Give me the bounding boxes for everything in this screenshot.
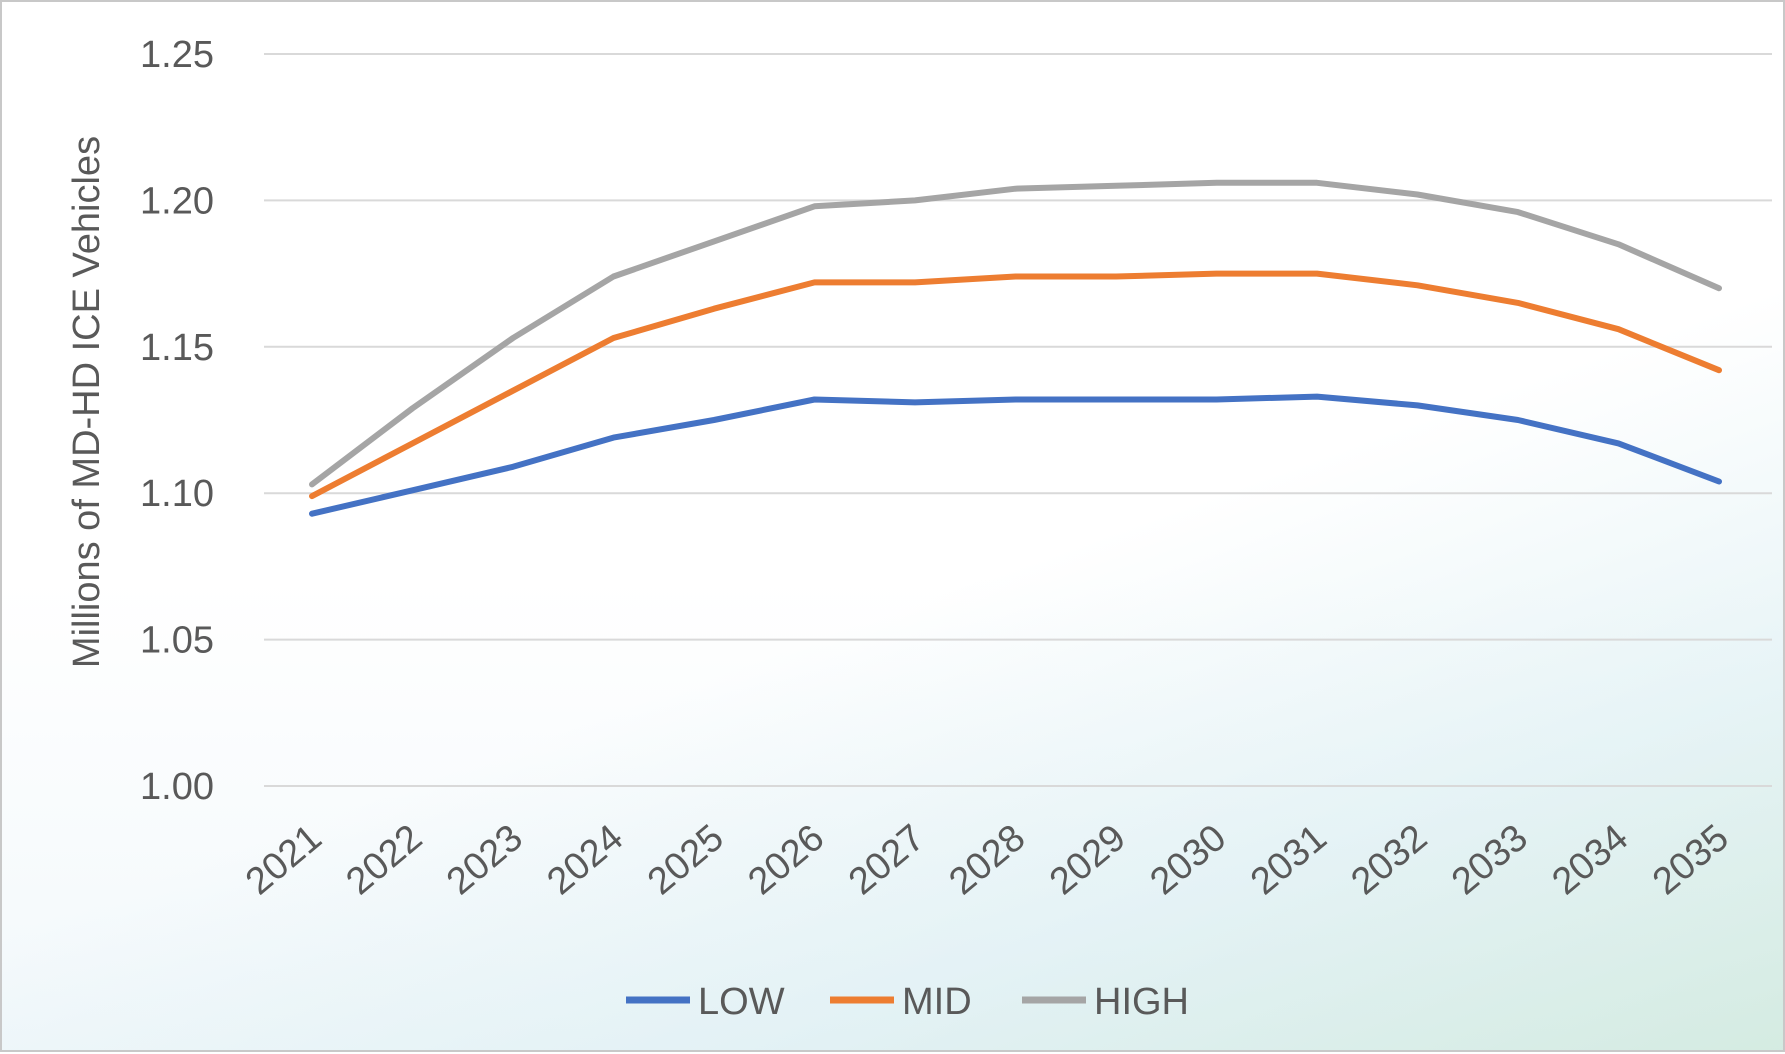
x-tick-label: 2024 <box>540 817 632 904</box>
x-tick-label: 2034 <box>1545 817 1637 904</box>
x-tick-label: 2021 <box>238 817 330 904</box>
y-tick-label: 1.00 <box>140 766 214 808</box>
y-tick-label: 1.20 <box>140 180 214 222</box>
legend-item-low: LOW <box>626 981 785 1023</box>
x-tick-label: 2022 <box>339 817 431 904</box>
x-tick-label: 2035 <box>1645 817 1737 904</box>
legend-item-mid: MID <box>830 981 972 1023</box>
x-axis-tick-labels: 2021 2022 2023 2024 2025 2026 2027 2028 2029 2030… <box>238 817 1737 904</box>
x-tick-label: 2023 <box>439 817 531 904</box>
x-tick-label: 2029 <box>1042 817 1134 904</box>
series-line-mid <box>309 270 1722 500</box>
y-axis-tick-labels: 1.00 1.05 1.10 1.15 1.20 1.25 <box>140 34 214 808</box>
y-tick-label: 1.05 <box>140 620 214 662</box>
x-tick-label: 2025 <box>640 817 732 904</box>
legend: LOW MID HIGH <box>626 981 1189 1023</box>
series-line-low <box>309 393 1722 517</box>
y-tick-label: 1.10 <box>140 473 214 515</box>
legend-label: MID <box>902 981 972 1023</box>
x-tick-label: 2030 <box>1143 817 1235 904</box>
x-tick-label: 2032 <box>1344 817 1436 904</box>
x-tick-label: 2033 <box>1444 817 1536 904</box>
series-lines <box>309 179 1722 517</box>
y-tick-label: 1.15 <box>140 327 214 369</box>
y-tick-label: 1.25 <box>140 34 214 76</box>
y-axis-title: Millions of MD-HD ICE Vehicles <box>66 136 108 668</box>
x-tick-label: 2026 <box>741 817 833 904</box>
legend-item-high: HIGH <box>1022 981 1189 1023</box>
legend-label: LOW <box>698 981 785 1023</box>
series-line-high <box>309 179 1722 488</box>
x-tick-label: 2028 <box>942 817 1034 904</box>
x-tick-label: 2031 <box>1243 817 1335 904</box>
gridlines <box>264 53 1772 787</box>
x-tick-label: 2027 <box>841 817 933 904</box>
legend-label: HIGH <box>1094 981 1189 1023</box>
